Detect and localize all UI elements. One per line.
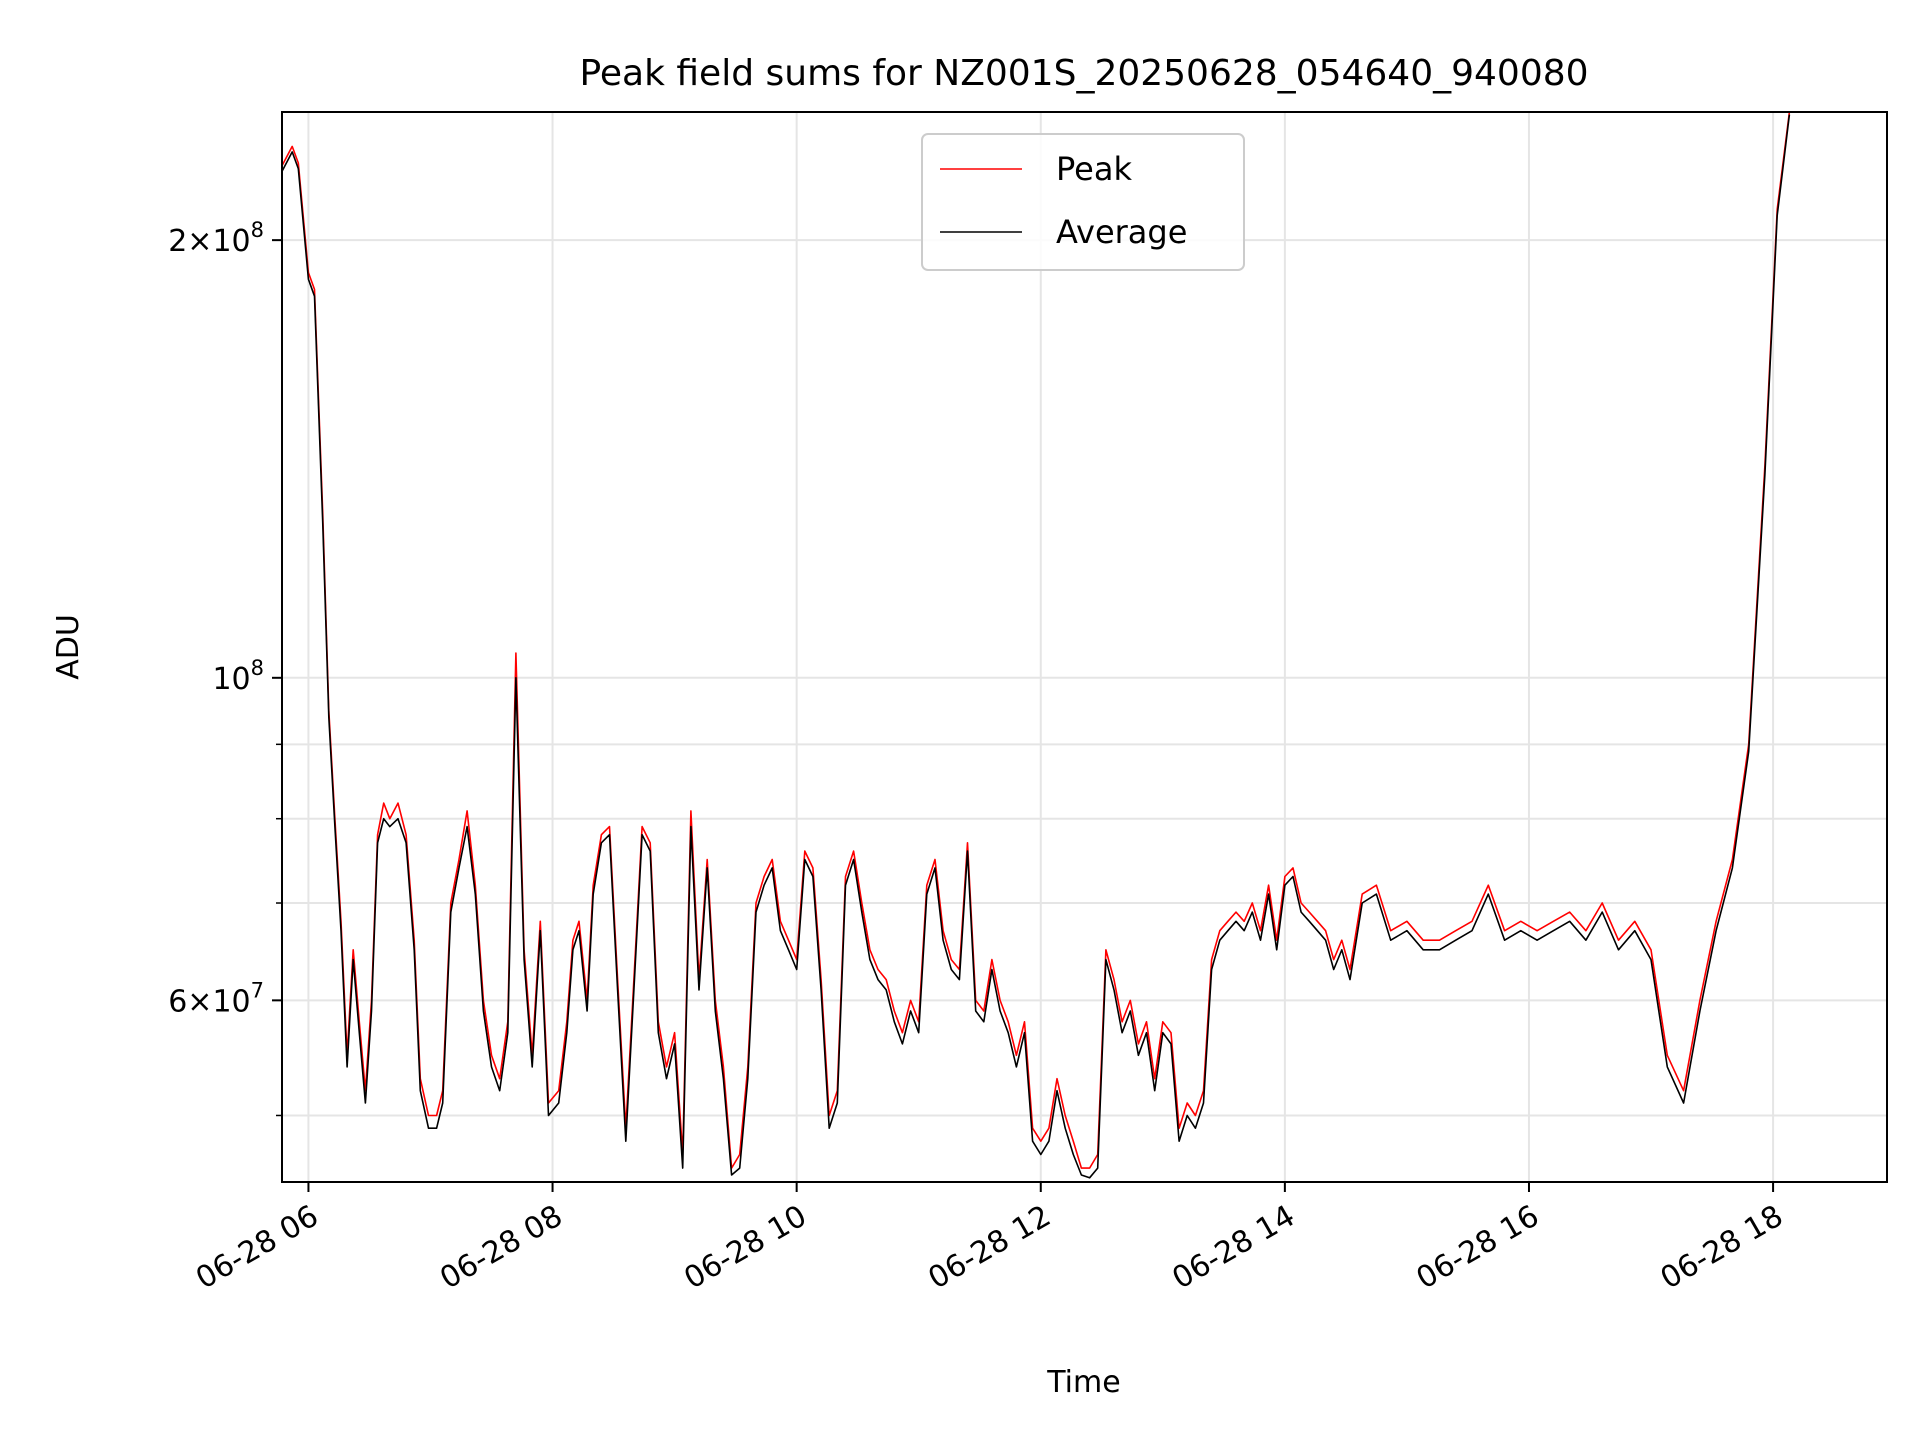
y-axis-label: ADU — [51, 614, 86, 680]
y-tick-label: 6×107 — [168, 978, 264, 1019]
y-axis: 2×108 108 6×107 — [168, 218, 282, 1117]
x-axis-label: Time — [1046, 1365, 1120, 1400]
chart-title: Peak field sums for NZ001S_20250628_0546… — [579, 53, 1588, 94]
y-tick-label: 2×108 — [168, 218, 264, 259]
series-line-average — [281, 114, 1791, 1179]
legend-label-peak: Peak — [1056, 150, 1132, 188]
y-tick-label: 108 — [212, 656, 264, 697]
plot-lines — [281, 111, 1791, 1179]
legend-box — [921, 133, 1245, 271]
legend-label-average: Average — [1056, 213, 1187, 251]
legend: Peak Average — [921, 133, 1245, 271]
plot-frame — [281, 111, 1888, 1183]
